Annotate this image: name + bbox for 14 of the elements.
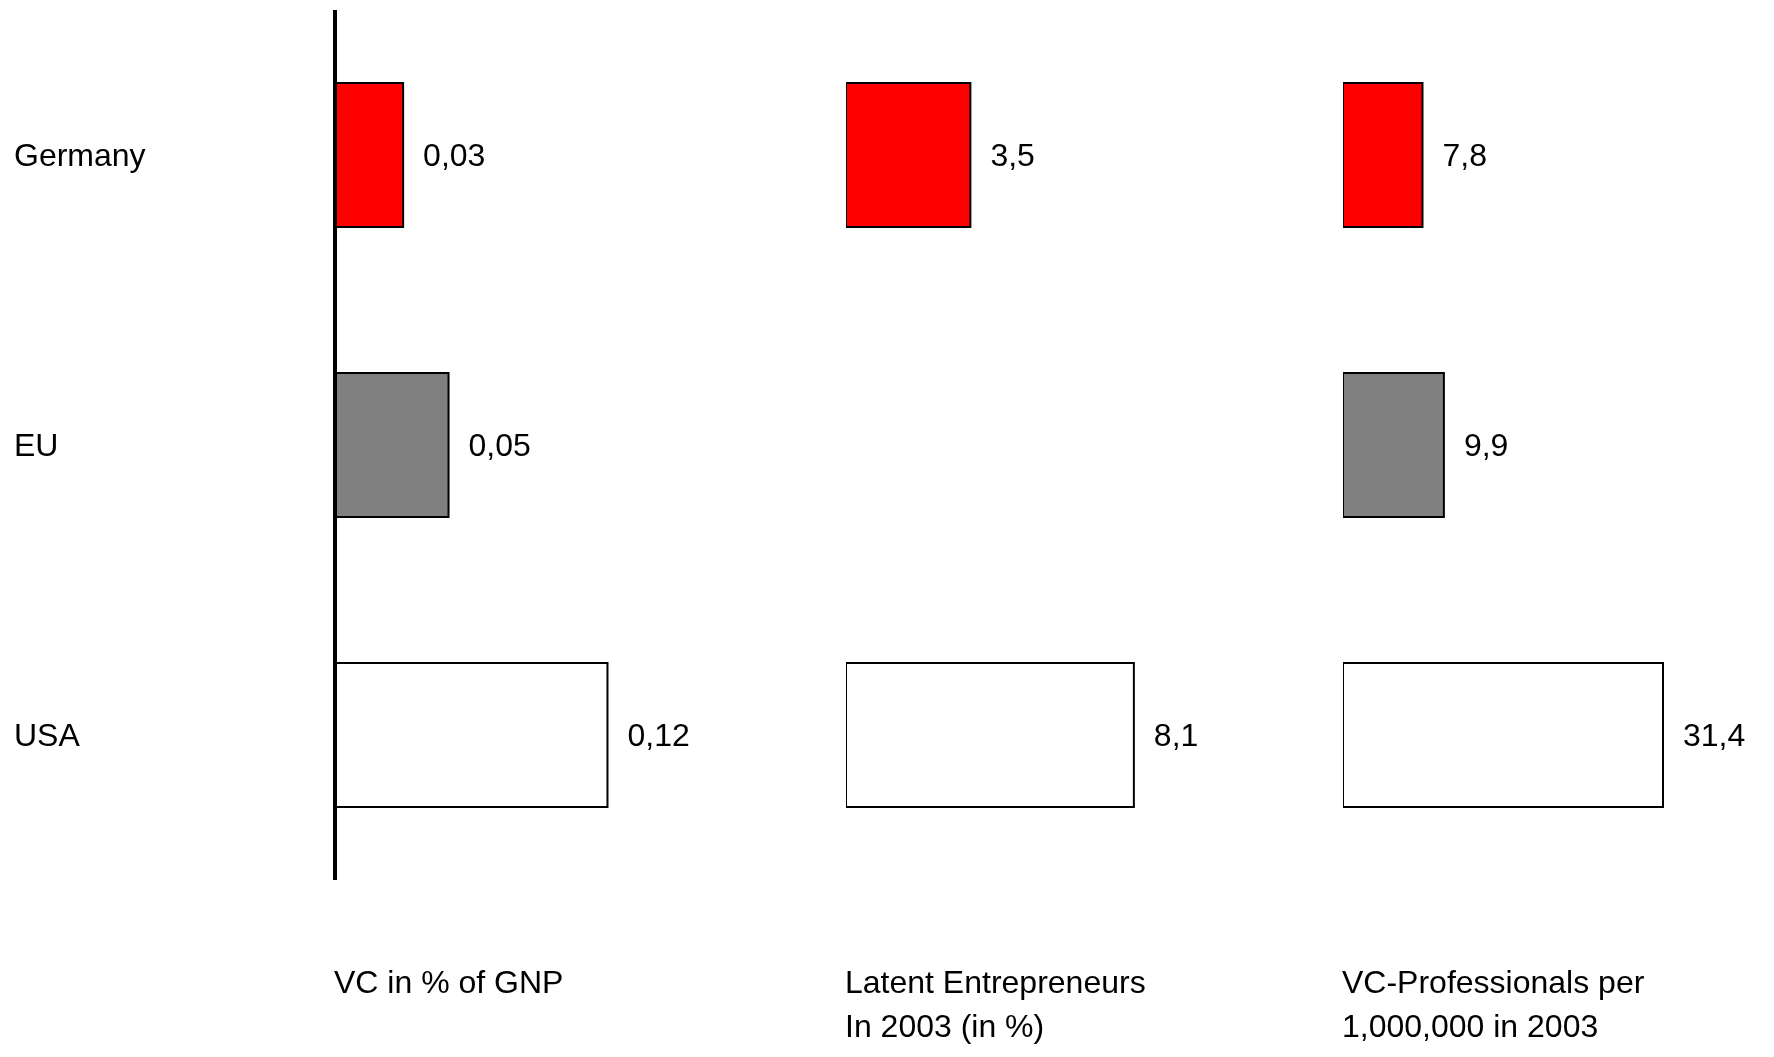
x-axis-title: Latent Entrepreneurs In 2003 (in %) (845, 963, 1146, 1046)
x-axis-title: VC-Professionals per 1,000,000 in 2003 (1342, 963, 1645, 1046)
data-label: 7,8 (1442, 137, 1487, 173)
y-tick-label: USA (14, 717, 81, 753)
data-label: 0,12 (627, 717, 690, 753)
data-label: 8,1 (1153, 717, 1199, 753)
data-label: 9,9 (1463, 427, 1509, 463)
y-tick-label: EU (14, 427, 59, 463)
data-label: 0,05 (468, 427, 531, 463)
y-tick-label: Germany (14, 137, 146, 173)
data-label: 0,03 (423, 137, 486, 173)
data-label: 31,4 (1683, 717, 1746, 753)
data-label: 3,5 (990, 137, 1035, 173)
x-axis-title: VC in % of GNP (334, 963, 564, 1002)
